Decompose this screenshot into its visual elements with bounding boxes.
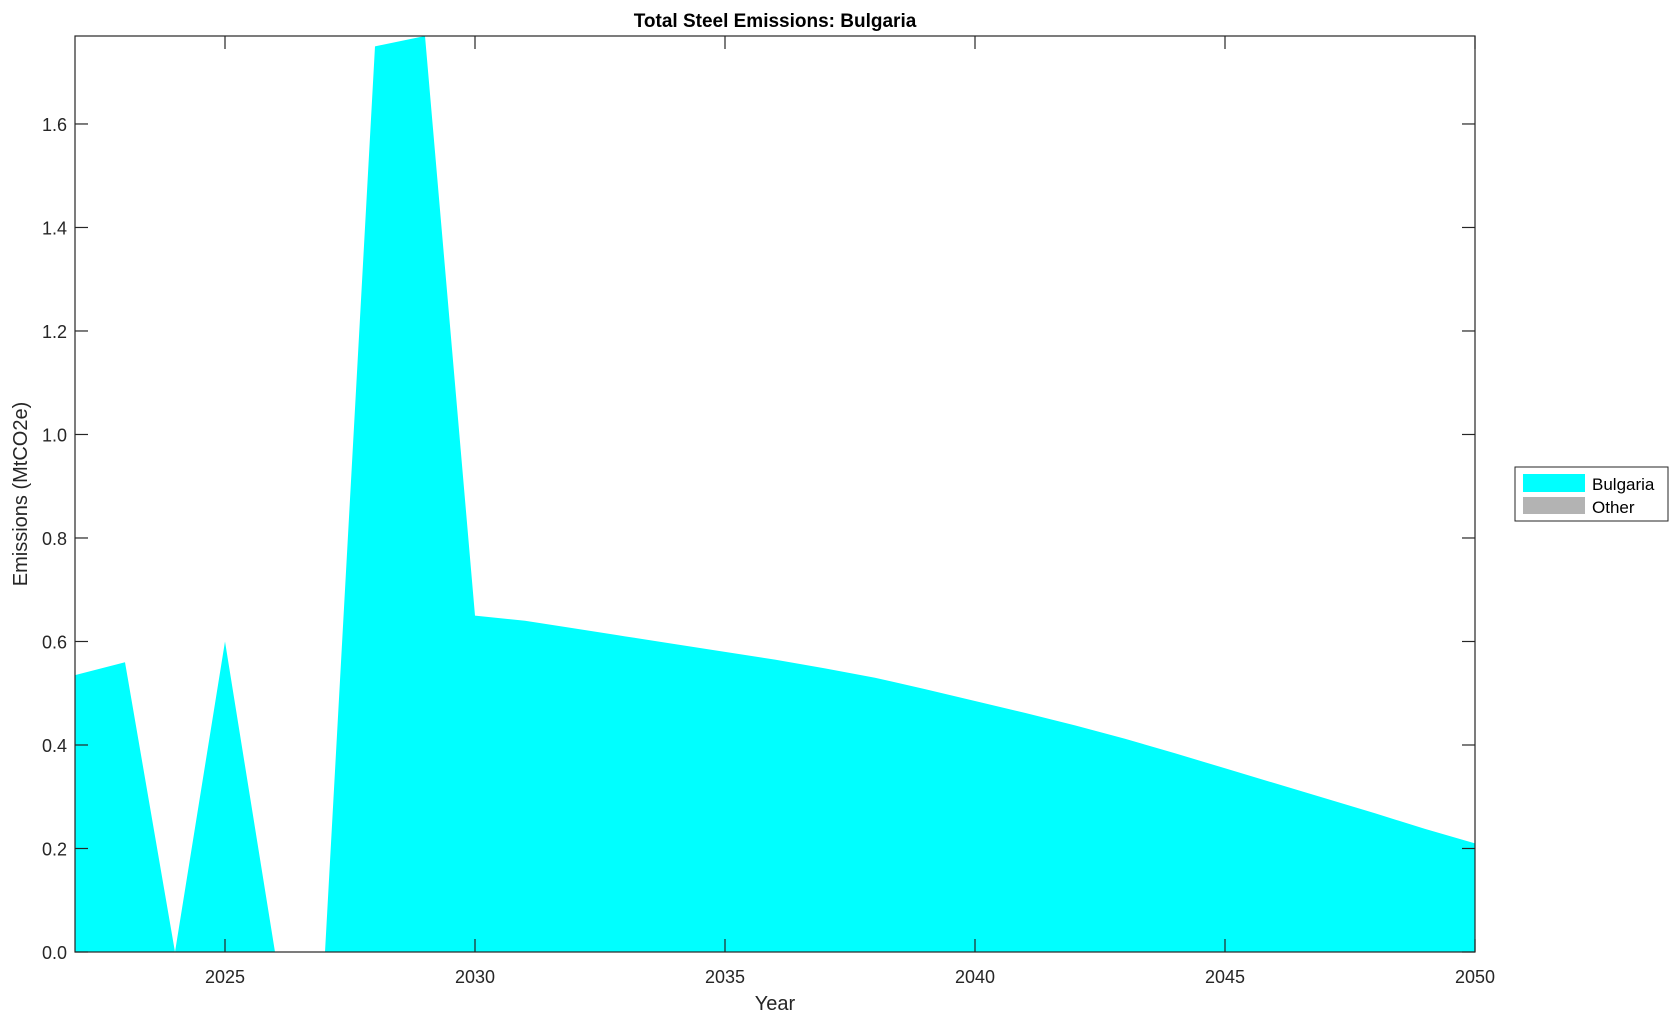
x-tick-label: 2035 [705, 967, 745, 987]
legend-label-other: Other [1592, 498, 1635, 517]
x-tick-label: 2025 [205, 967, 245, 987]
y-axis-label: Emissions (MtCO2e) [10, 402, 32, 586]
y-tick-label: 1.4 [42, 218, 67, 238]
legend-swatch-other [1523, 497, 1585, 514]
area-bulgaria [75, 36, 1475, 952]
y-tick-label: 1.2 [42, 322, 67, 342]
legend: Bulgaria Other [1514, 466, 1669, 522]
x-tick-label: 2030 [455, 967, 495, 987]
y-tick-label: 0.6 [42, 632, 67, 652]
legend-swatch-bulgaria [1523, 474, 1585, 492]
x-axis-label: Year [755, 993, 796, 1015]
x-tick-label: 2050 [1455, 967, 1495, 987]
y-tick-label: 1.6 [42, 115, 67, 135]
legend-label-bulgaria: Bulgaria [1592, 475, 1655, 494]
plot-areas [75, 36, 1475, 952]
x-tick-label: 2045 [1205, 967, 1245, 987]
y-tick-label: 0.0 [42, 943, 67, 963]
y-tick-label: 0.4 [42, 736, 67, 756]
y-tick-label: 0.2 [42, 839, 67, 859]
y-tick-label: 0.8 [42, 529, 67, 549]
x-tick-label: 2040 [955, 967, 995, 987]
y-tick-label: 1.0 [42, 425, 67, 445]
axes-box [74, 35, 1476, 953]
axis-ticks: 2025 2030 2035 2040 2045 2050 0.0 0.2 0.4 0.6 0.8 1… [42, 36, 1495, 987]
chart-title: Total Steel Emissions: Bulgaria [634, 11, 917, 32]
